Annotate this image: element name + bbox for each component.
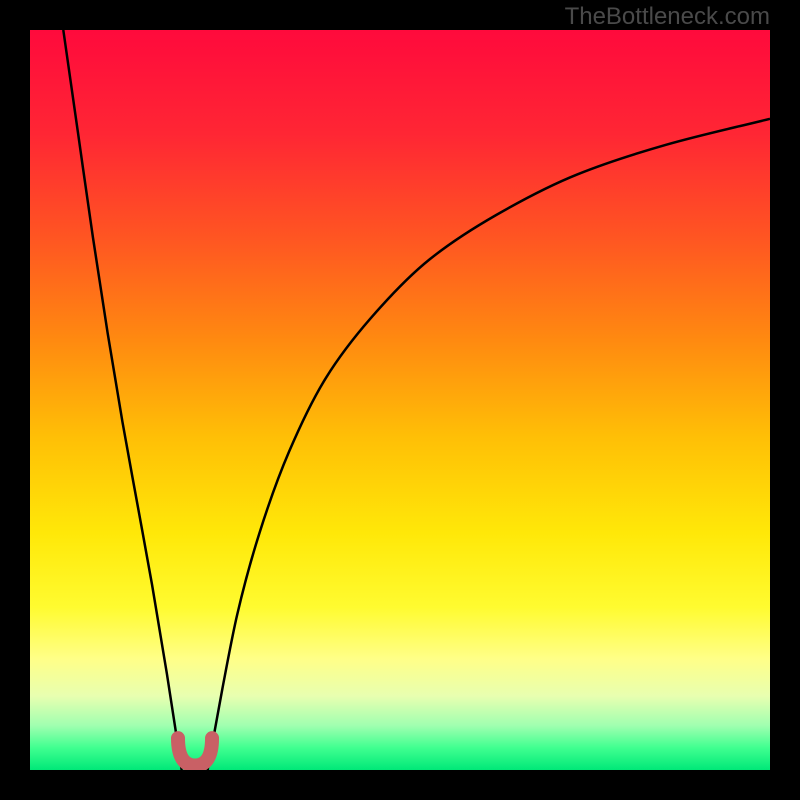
watermark-text: TheBottleneck.com xyxy=(565,3,770,31)
curve-layer xyxy=(0,0,800,800)
right-curve xyxy=(208,119,770,770)
chart-container: TheBottleneck.com xyxy=(0,0,800,800)
left-curve xyxy=(63,30,181,770)
bottleneck-marker xyxy=(178,738,212,765)
